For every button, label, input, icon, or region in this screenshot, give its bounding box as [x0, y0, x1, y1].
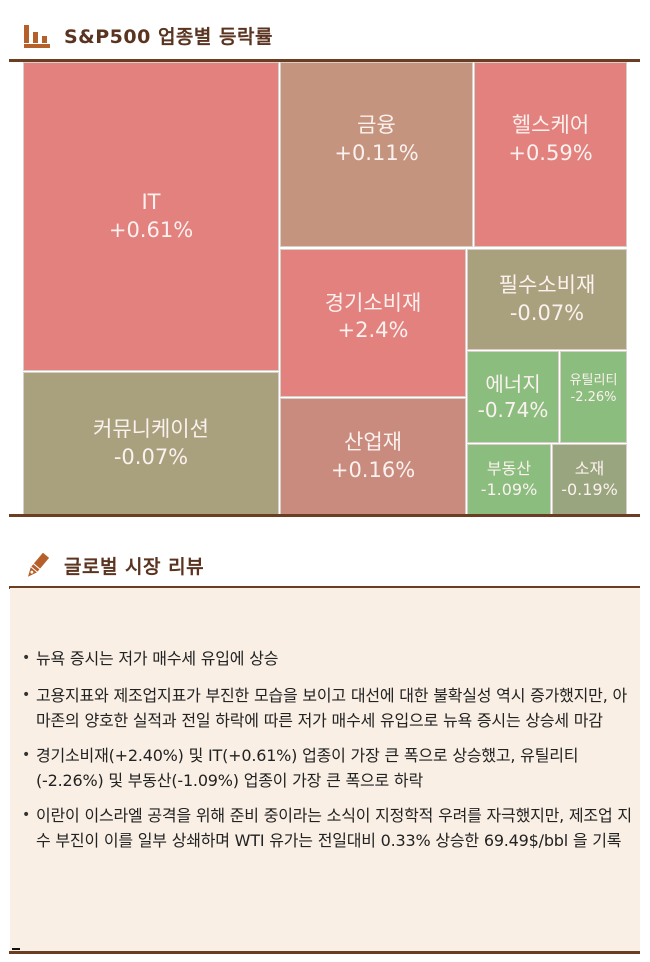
tile-value: +0.61% — [108, 217, 194, 242]
review-item: 이란이 이스라엘 공격을 위해 준비 중이라는 소식이 지정학적 우려를 자극했… — [22, 803, 632, 853]
tile-communication: 커뮤니케이션 -0.07% — [23, 372, 279, 515]
tile-value: -1.09% — [480, 479, 538, 499]
divider-top — [9, 59, 640, 62]
tile-industrials: 산업재 +0.16% — [280, 398, 466, 515]
tile-label: 부동산 — [486, 458, 532, 478]
pen-icon — [22, 552, 52, 579]
divider-treemap-bottom — [9, 514, 640, 517]
tile-value: -2.26% — [570, 390, 617, 405]
section-title-sector-returns: S&P500 업종별 등락률 — [22, 22, 273, 49]
review-list: 뉴욕 증시는 저가 매수세 유입에 상승 고용지표와 제조업지표가 부진한 모습… — [22, 646, 632, 863]
tile-label: 커뮤니케이션 — [93, 417, 209, 442]
dash-mark — [12, 948, 20, 950]
tile-healthcare: 헬스케어 +0.59% — [474, 62, 627, 247]
tile-value: +2.4% — [337, 318, 409, 342]
tile-value: -0.19% — [561, 479, 618, 499]
sector-treemap: IT +0.61% 커뮤니케이션 -0.07% 금융 +0.11% 헬스케어 +… — [23, 62, 627, 515]
tile-value: -0.07% — [113, 444, 189, 469]
divider-bottom — [9, 951, 640, 954]
tile-consumer-staples: 필수소비재 -0.07% — [467, 249, 627, 350]
section-title-global-review: 글로벌 시장 리뷰 — [22, 552, 204, 579]
tile-value: +0.16% — [330, 457, 416, 482]
tile-value: +0.59% — [508, 140, 593, 165]
review-item: 경기소비재(+2.40%) 및 IT(+0.61%) 업종이 가장 큰 폭으로 … — [22, 743, 632, 793]
tile-value: +0.11% — [334, 140, 419, 165]
divider-review-top — [9, 586, 640, 589]
tile-label: IT — [141, 190, 161, 215]
tile-label: 에너지 — [485, 372, 541, 396]
tile-label: 경기소비재 — [324, 290, 422, 315]
tile-label: 금융 — [357, 113, 396, 138]
tile-value: -0.74% — [477, 398, 549, 422]
tile-label: 산업재 — [344, 430, 402, 455]
tile-financials: 금융 +0.11% — [280, 62, 473, 247]
tile-label: 헬스케어 — [511, 113, 590, 138]
bar-chart-icon — [22, 23, 52, 49]
tile-label: 필수소비재 — [498, 273, 596, 298]
tile-it: IT +0.61% — [23, 62, 279, 371]
tile-consumer-discretionary: 경기소비재 +2.4% — [280, 249, 466, 397]
tile-utilities: 유틸리티 -2.26% — [560, 351, 627, 443]
section-title-text: 글로벌 시장 리뷰 — [64, 556, 205, 578]
tile-energy: 에너지 -0.74% — [467, 351, 559, 443]
review-item: 고용지표와 제조업지표가 부진한 모습을 보이고 대선에 대한 불확실성 역시 … — [22, 683, 632, 733]
tile-label: 소재 — [574, 458, 605, 478]
tile-real-estate: 부동산 -1.09% — [467, 444, 551, 515]
section-title-text: S&P500 업종별 등락률 — [64, 26, 273, 48]
tile-label: 유틸리티 — [569, 373, 618, 389]
tile-value: -0.07% — [509, 300, 585, 325]
review-item: 뉴욕 증시는 저가 매수세 유입에 상승 — [22, 646, 632, 671]
tile-materials: 소재 -0.19% — [552, 444, 627, 515]
market-review-panel: 뉴욕 증시는 저가 매수세 유입에 상승 고용지표와 제조업지표가 부진한 모습… — [10, 588, 640, 951]
